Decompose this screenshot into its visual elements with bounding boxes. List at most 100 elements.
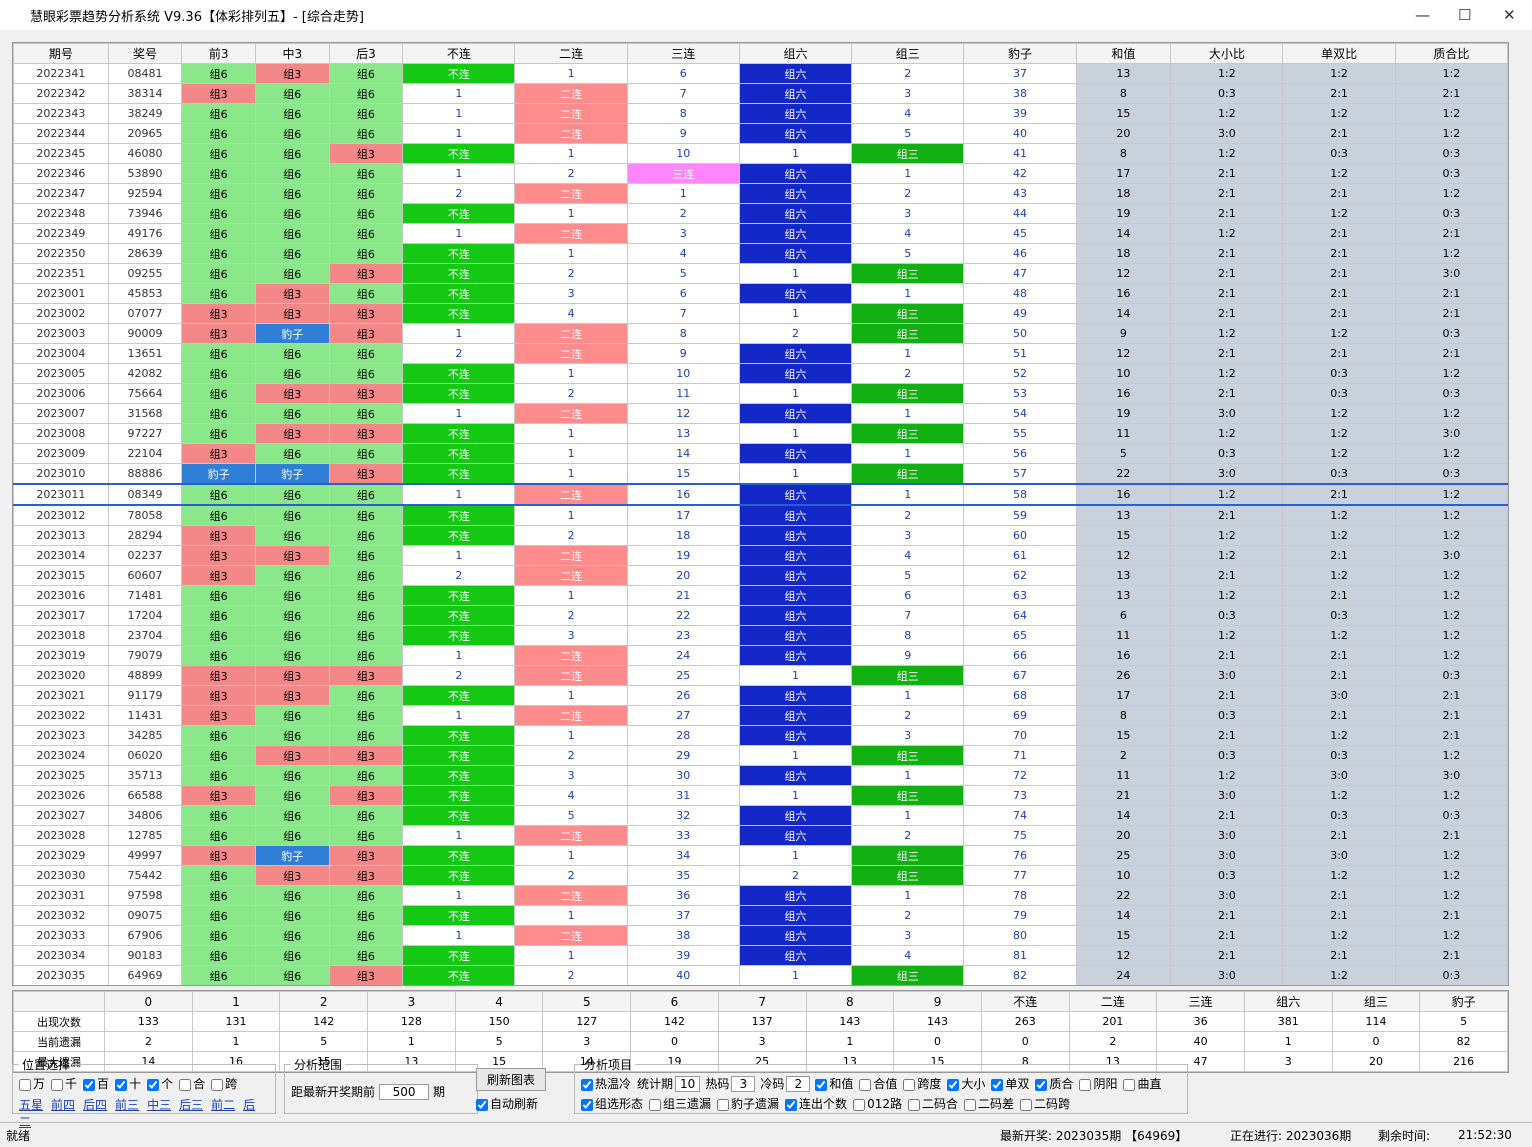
stats-value: 36	[1156, 1011, 1245, 1032]
cell: 2	[514, 383, 628, 404]
data-row: 2023005 42082 组6 组6 组6 不连 1 10 组六 2 52 10 1:2 0:3 1:2	[13, 363, 1508, 384]
minimize[interactable]: —	[1415, 6, 1430, 24]
checkbox[interactable]	[859, 1078, 872, 1091]
checkbox[interactable]	[853, 1098, 866, 1111]
checkbox[interactable]	[83, 1078, 96, 1091]
checkbox[interactable]	[1020, 1098, 1032, 1111]
checkbox[interactable]	[785, 1098, 798, 1111]
link[interactable]: 前二	[211, 1098, 236, 1112]
link[interactable]: 后三	[179, 1098, 204, 1112]
cell: 2:1	[1170, 565, 1284, 586]
checkbox[interactable]	[907, 1098, 920, 1111]
data-row: 2023032 09075 组6 组6 组6 不连 1 37 组六 2 79 14 2:1 2:1 2:1	[13, 905, 1508, 926]
cell: 不连	[402, 504, 516, 526]
cell: 组六	[738, 645, 853, 666]
cell: 组6	[328, 403, 404, 424]
cell: 1	[738, 463, 853, 485]
cell: 14	[1075, 303, 1172, 324]
cell: 11	[1075, 625, 1172, 646]
cell: 组六	[738, 103, 853, 124]
link[interactable]: 五星	[19, 1098, 44, 1112]
checkbox[interactable]	[581, 1078, 593, 1091]
cell: 2:1	[1170, 504, 1284, 526]
input-label: 冷码	[760, 1077, 785, 1091]
cell: 2022344	[13, 123, 109, 144]
checkbox[interactable]	[476, 1098, 488, 1111]
cell: 2:1	[1170, 905, 1284, 926]
cell: 组3	[328, 785, 404, 806]
cell: 1	[738, 263, 853, 284]
cell: 2	[851, 363, 965, 384]
cell: 组6	[254, 163, 330, 184]
refresh-button[interactable]: 刷新图表	[476, 1068, 547, 1091]
checkbox[interactable]	[815, 1078, 828, 1091]
checkbox[interactable]	[115, 1078, 128, 1091]
link[interactable]: 后四	[83, 1098, 108, 1112]
cell: 组6	[181, 403, 256, 424]
input-box[interactable]: 10	[675, 1076, 701, 1092]
cell: 12	[1075, 545, 1172, 566]
cell: 1	[738, 383, 853, 404]
cell: 组3	[328, 263, 404, 284]
maximize[interactable]: ☐	[1458, 6, 1472, 24]
checkbox-label: 热温冷	[581, 1077, 631, 1091]
checkbox[interactable]	[51, 1078, 64, 1091]
cell: 37	[626, 905, 740, 926]
checkbox[interactable]	[1123, 1078, 1136, 1091]
link[interactable]: 中三	[147, 1098, 172, 1112]
checkbox[interactable]	[963, 1098, 976, 1111]
checkbox[interactable]	[211, 1078, 224, 1091]
input-box[interactable]: 3	[731, 1076, 756, 1092]
checkbox-label: 合	[179, 1077, 205, 1091]
checkbox[interactable]	[179, 1078, 192, 1091]
cell: 78	[963, 885, 1077, 906]
link[interactable]: 前三	[115, 1098, 140, 1112]
checkbox[interactable]	[147, 1078, 160, 1091]
cell: 13651	[107, 343, 183, 364]
cell: 73	[963, 785, 1077, 806]
data-row: 2023022 11431 组3 组6 组6 1 二连 27 组六 2 69 8 0:3 2:1 2:1	[13, 705, 1508, 726]
cell: 组6	[254, 565, 330, 586]
cell: 2023035	[13, 965, 109, 985]
stats-value: 0	[893, 1031, 982, 1052]
cell: 组3	[328, 865, 404, 886]
cell: 组6	[328, 885, 404, 906]
cell: 不连	[402, 303, 516, 324]
checkbox-text: 豹子遗漏	[731, 1097, 780, 1111]
cell: 组3	[328, 463, 404, 485]
cell: 组6	[181, 63, 256, 84]
range-select[interactable]: 500	[379, 1084, 430, 1100]
data-row: 2022348 73946 组6 组6 组6 不连 1 2 组六 3 44 19 2:1 1:2 0:3	[13, 203, 1508, 224]
data-row: 2023008 97227 组6 组3 组3 不连 1 13 1 组三 55 11 1:2 1:2 3:0	[13, 423, 1508, 444]
checkbox[interactable]	[1079, 1078, 1092, 1091]
cell: 组3	[254, 283, 330, 304]
cell: 1	[402, 323, 516, 344]
cell: 1	[514, 203, 628, 224]
checkbox[interactable]	[1035, 1078, 1048, 1091]
checkbox[interactable]	[903, 1078, 916, 1091]
cell: 2	[514, 605, 628, 626]
close[interactable]: ✕	[1503, 6, 1516, 24]
checkbox[interactable]	[947, 1078, 960, 1091]
cell: 0:3	[1170, 705, 1284, 726]
checkbox[interactable]	[581, 1098, 593, 1111]
link[interactable]: 前四	[51, 1098, 76, 1112]
cell: 二连	[514, 665, 628, 686]
checkbox[interactable]	[717, 1098, 730, 1111]
checkbox[interactable]	[19, 1078, 31, 1091]
checkbox-text: 曲直	[1137, 1077, 1162, 1091]
cell: 组6	[181, 865, 256, 886]
cell: 不连	[402, 865, 516, 886]
stats-value: 143	[805, 1011, 895, 1032]
cell: 不连	[402, 685, 516, 706]
cell: 组6	[254, 223, 330, 244]
cell: 41	[963, 143, 1077, 164]
cell: 2:1	[1394, 685, 1508, 706]
input-box[interactable]: 2	[786, 1076, 811, 1092]
checkbox-label: 阴阳	[1079, 1077, 1117, 1091]
checkbox[interactable]	[991, 1078, 1004, 1091]
cell: 43	[963, 183, 1077, 204]
cell: 组三	[851, 965, 965, 985]
cell: 06020	[107, 745, 183, 766]
checkbox[interactable]	[649, 1098, 662, 1111]
